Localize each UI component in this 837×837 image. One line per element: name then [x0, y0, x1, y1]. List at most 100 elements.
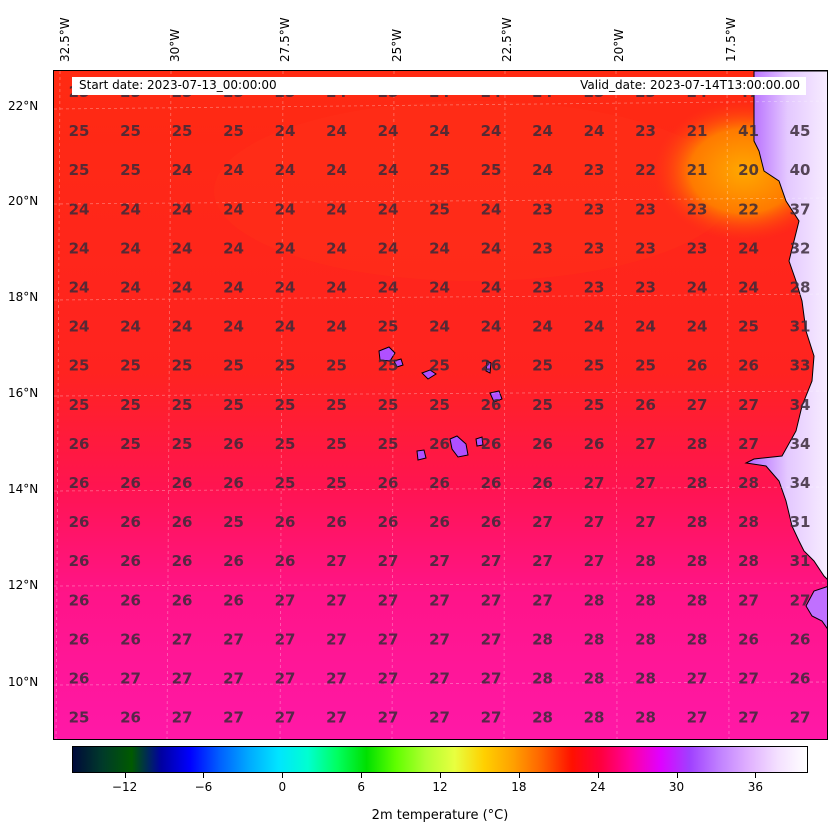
- grid-value: 24: [429, 122, 450, 140]
- colorbar-tick: [361, 773, 363, 778]
- africa-land: [744, 71, 827, 580]
- grid-value: 27: [172, 630, 193, 648]
- grid-value: 27: [378, 552, 399, 570]
- grid-value: 24: [223, 200, 244, 218]
- grid-value: 37: [790, 200, 811, 218]
- grid-value: 27: [223, 630, 244, 648]
- grid-value: 28: [584, 630, 605, 648]
- grid-value: 23: [687, 200, 708, 218]
- grid-value: 28: [635, 591, 656, 609]
- lat-label: 18°N: [8, 290, 39, 304]
- grid-value: 28: [584, 670, 605, 688]
- grid-value: 24: [378, 200, 399, 218]
- grid-value: 23: [584, 161, 605, 179]
- grid-value: 27: [429, 552, 450, 570]
- grid-value: 24: [172, 161, 193, 179]
- grid-value: 24: [172, 279, 193, 297]
- grid-value: 26: [172, 513, 193, 531]
- grid-value: 27: [120, 670, 141, 688]
- grid-value: 25: [275, 396, 296, 414]
- map-panel: 2525252525242524242425232447252525252424…: [53, 70, 828, 740]
- grid-value: 25: [738, 318, 759, 336]
- grid-value: 27: [172, 670, 193, 688]
- grid-value: 25: [69, 122, 90, 140]
- grid-value: 26: [69, 435, 90, 453]
- grid-value: 24: [584, 318, 605, 336]
- grid-value: 24: [687, 279, 708, 297]
- grid-value: 25: [69, 357, 90, 375]
- grid-value: 26: [429, 474, 450, 492]
- grid-value: 27: [584, 513, 605, 531]
- grid-value: 27: [687, 396, 708, 414]
- grid-value: 32: [790, 239, 811, 257]
- grid-value: 24: [429, 318, 450, 336]
- grid-value: 26: [172, 591, 193, 609]
- grid-value: 26: [481, 474, 502, 492]
- colorbar-tick-label: 12: [432, 780, 448, 794]
- grid-value: 28: [687, 552, 708, 570]
- grid-value: 27: [378, 670, 399, 688]
- grid-value: 27: [481, 670, 502, 688]
- grid-value: 26: [481, 435, 502, 453]
- grid-value: 27: [429, 630, 450, 648]
- grid-value: 25: [275, 474, 296, 492]
- grid-value: 24: [172, 239, 193, 257]
- grid-value: 25: [378, 396, 399, 414]
- grid-value: 26: [172, 474, 193, 492]
- grid-value: 27: [223, 709, 244, 727]
- grid-value: 24: [378, 239, 399, 257]
- grid-value: 27: [584, 474, 605, 492]
- grid-value: 26: [481, 396, 502, 414]
- grid-value: 26: [481, 513, 502, 531]
- grid-value: 26: [69, 591, 90, 609]
- grid-value: 24: [275, 122, 296, 140]
- grid-value: 24: [378, 161, 399, 179]
- grid-value: 23: [635, 200, 656, 218]
- grid-value: 26: [532, 435, 553, 453]
- grid-value: 28: [687, 591, 708, 609]
- grid-value: 26: [429, 435, 450, 453]
- grid-value: 24: [120, 279, 141, 297]
- colorbar-tick: [282, 773, 284, 778]
- grid-value: 24: [481, 200, 502, 218]
- grid-value: 26: [687, 357, 708, 375]
- lat-label: 20°N: [8, 194, 39, 208]
- grid-value: 24: [223, 318, 244, 336]
- grid-value: 31: [790, 552, 811, 570]
- grid-value: 26: [69, 630, 90, 648]
- grid-value: 26: [275, 513, 296, 531]
- grid-value: 27: [429, 670, 450, 688]
- colorbar-tick-label: 6: [357, 780, 365, 794]
- grid-value: 25: [378, 318, 399, 336]
- lat-label: 14°N: [8, 482, 39, 496]
- grid-value: 23: [532, 200, 553, 218]
- grid-value: 22: [738, 200, 759, 218]
- colorbar-tick-label: 18: [511, 780, 527, 794]
- grid-value: 27: [532, 513, 553, 531]
- grid-value: 27: [378, 591, 399, 609]
- grid-value: 24: [326, 161, 347, 179]
- grid-value: 25: [635, 357, 656, 375]
- grid-value: 26: [378, 474, 399, 492]
- grid-value: 27: [687, 709, 708, 727]
- grid-value: 26: [69, 670, 90, 688]
- cool-band: [214, 101, 734, 281]
- island-boa-vista: [489, 390, 503, 403]
- grid-value: 25: [69, 396, 90, 414]
- colorbar-tick: [440, 773, 441, 778]
- grid-value: 24: [120, 239, 141, 257]
- lon-label: 32.5°W: [58, 17, 72, 62]
- grid-value: 27: [275, 670, 296, 688]
- grid-value: 26: [429, 513, 450, 531]
- grid-value: 28: [635, 670, 656, 688]
- grid-value: 24: [738, 279, 759, 297]
- lon-label: 20°W: [612, 28, 626, 62]
- grid-value: 26: [223, 474, 244, 492]
- grid-value: 24: [69, 239, 90, 257]
- grid-value: 28: [532, 630, 553, 648]
- grid-value: 25: [223, 513, 244, 531]
- grid-value: 21: [687, 122, 708, 140]
- grid-value: 25: [223, 357, 244, 375]
- grid-value: 41: [738, 122, 759, 140]
- grid-value: 23: [532, 279, 553, 297]
